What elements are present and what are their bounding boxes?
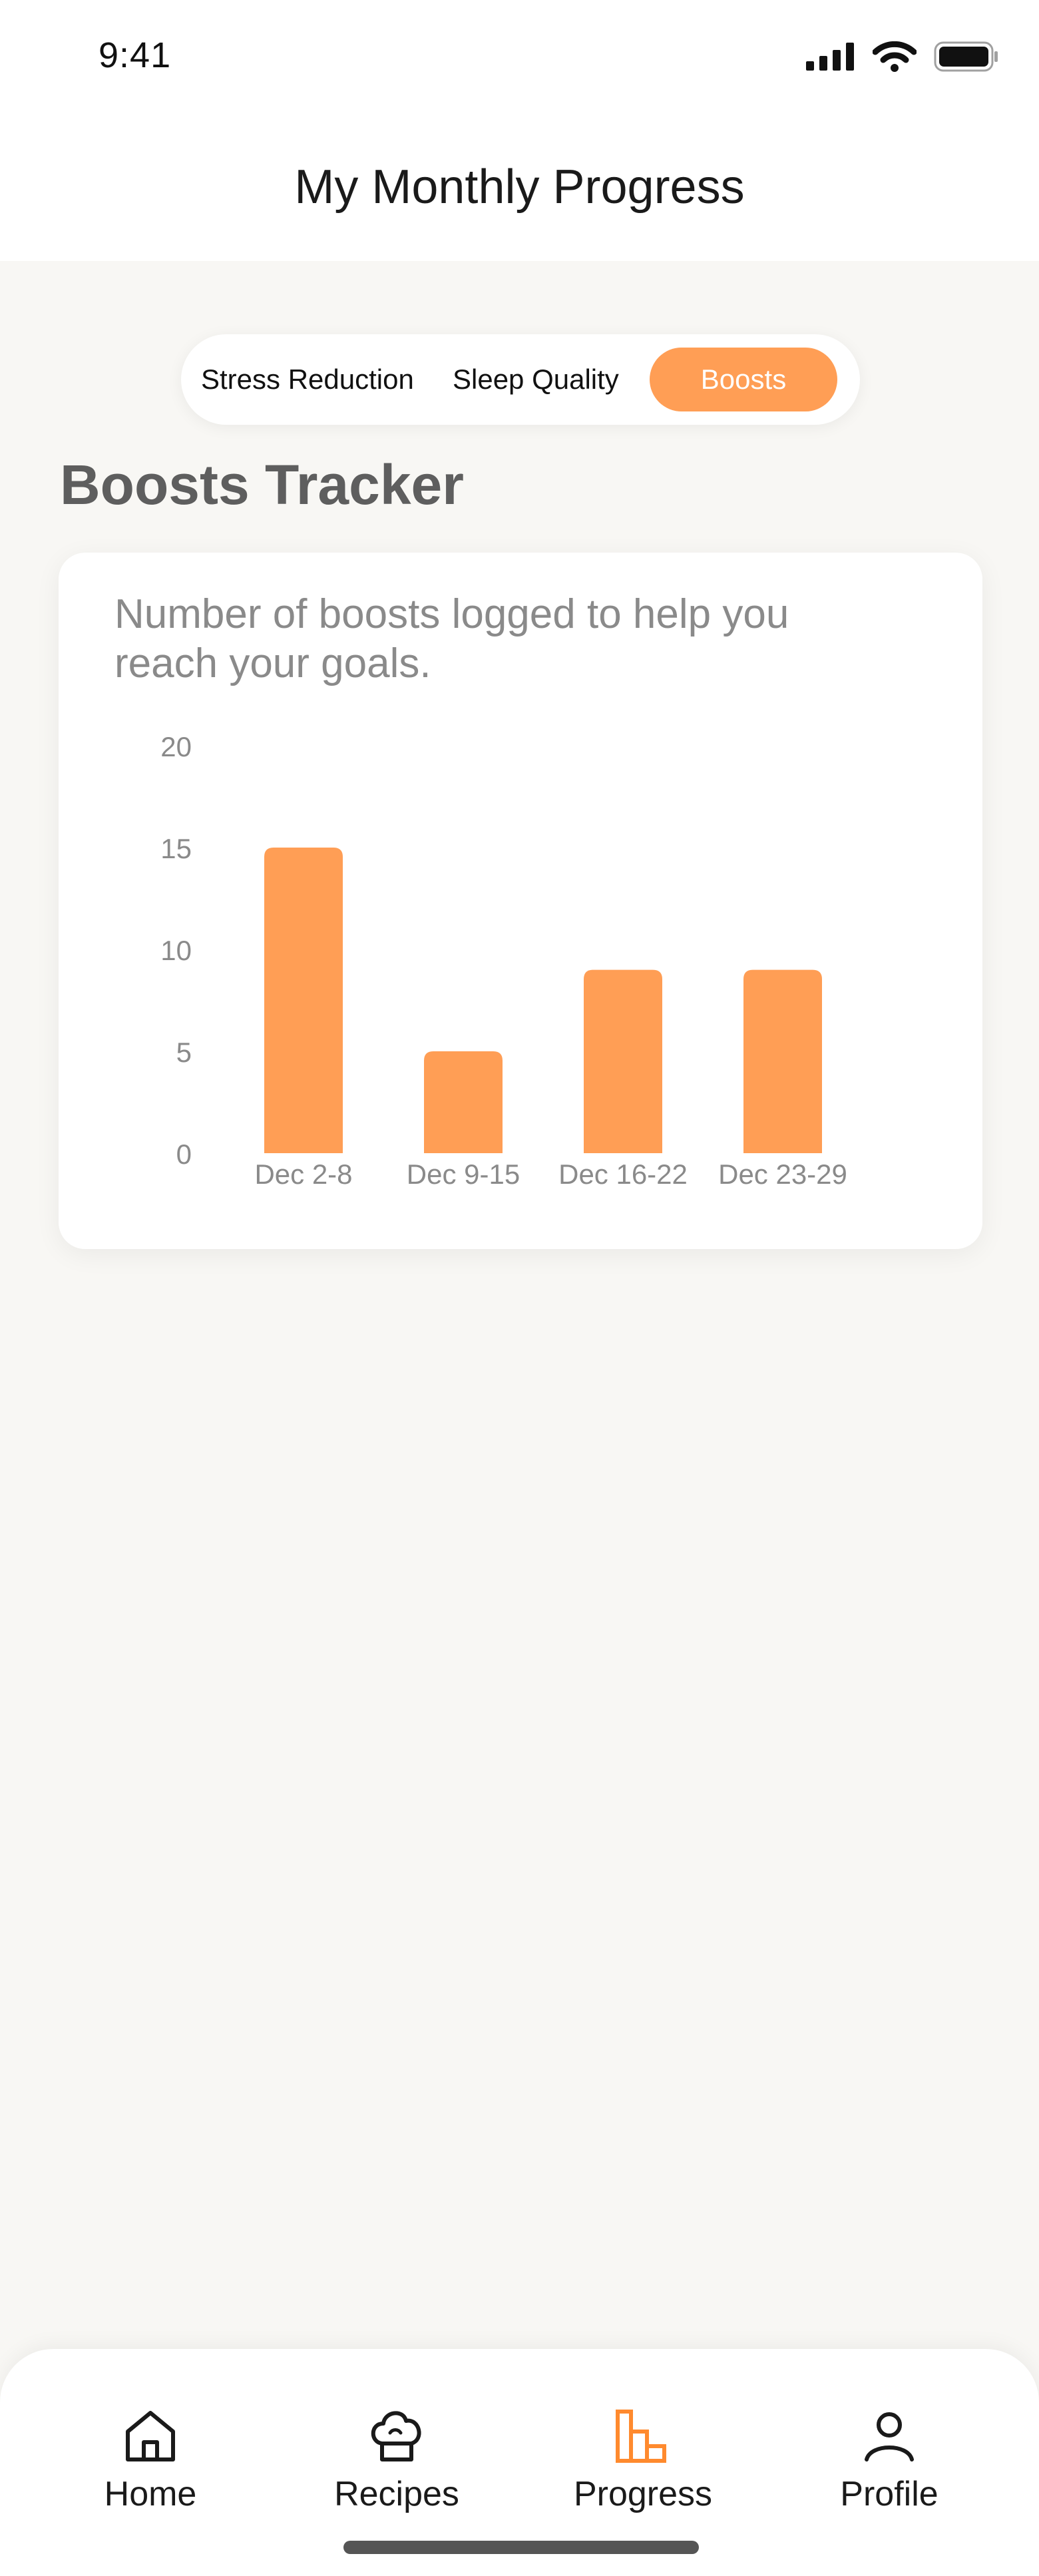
x-tick-label: Dec 2-8	[254, 1159, 352, 1190]
tab-recipes[interactable]: Recipes	[304, 2402, 490, 2514]
bar	[264, 848, 343, 1153]
status-time: 9:41	[99, 35, 172, 75]
y-tick-label: 20	[160, 731, 192, 762]
tab-progress-label: Progress	[573, 2475, 713, 2513]
tab-boosts[interactable]: Boosts	[650, 348, 837, 411]
y-tick-label: 5	[176, 1037, 192, 1068]
bar-chart: 0 5 10 15 20 Dec 2-8 Dec 9-15 Dec 16-22 Dec 23-2…	[160, 731, 847, 1190]
header: My Monthly Progress	[0, 107, 1039, 261]
tab-progress[interactable]: Progress	[550, 2402, 736, 2514]
status-bar: 9:41	[0, 0, 1039, 107]
x-tick-label: Dec 9-15	[407, 1159, 520, 1190]
bar-chart-icon	[616, 2410, 666, 2463]
tab-bar: Home Recipes Progress Profile	[0, 2349, 1039, 2576]
signal-icon	[806, 43, 854, 71]
tab-home-label: Home	[104, 2475, 197, 2513]
tab-profile-label: Profile	[840, 2475, 938, 2513]
wifi-icon	[873, 41, 917, 72]
x-tick-label: Dec 23-29	[718, 1159, 847, 1190]
tab-profile[interactable]: Profile	[796, 2402, 982, 2514]
bar	[584, 969, 662, 1153]
status-icons	[806, 41, 999, 72]
chart-card: Number of boosts logged to help you reac…	[59, 553, 982, 1249]
y-tick-label: 10	[160, 935, 192, 966]
battery-icon	[934, 41, 998, 72]
segmented-control: Stress Reduction Sleep Quality Boosts	[181, 334, 860, 425]
home-indicator	[343, 2541, 699, 2554]
x-tick-label: Dec 16-22	[558, 1159, 688, 1190]
bar	[743, 969, 822, 1153]
y-tick-label: 0	[176, 1139, 192, 1170]
tab-home[interactable]: Home	[57, 2402, 244, 2514]
person-icon	[865, 2412, 914, 2461]
chart-description: Number of boosts logged to help you reac…	[114, 591, 789, 686]
bar	[424, 1051, 503, 1153]
home-icon	[126, 2411, 175, 2461]
tab-sleep-quality[interactable]: Sleep Quality	[453, 364, 619, 395]
section-title: Boosts Tracker	[60, 453, 464, 516]
tab-recipes-label: Recipes	[334, 2475, 459, 2513]
chef-hat-icon	[371, 2411, 421, 2461]
tab-stress-reduction[interactable]: Stress Reduction	[201, 364, 414, 395]
y-tick-label: 15	[160, 833, 192, 864]
page-title: My Monthly Progress	[294, 160, 745, 214]
